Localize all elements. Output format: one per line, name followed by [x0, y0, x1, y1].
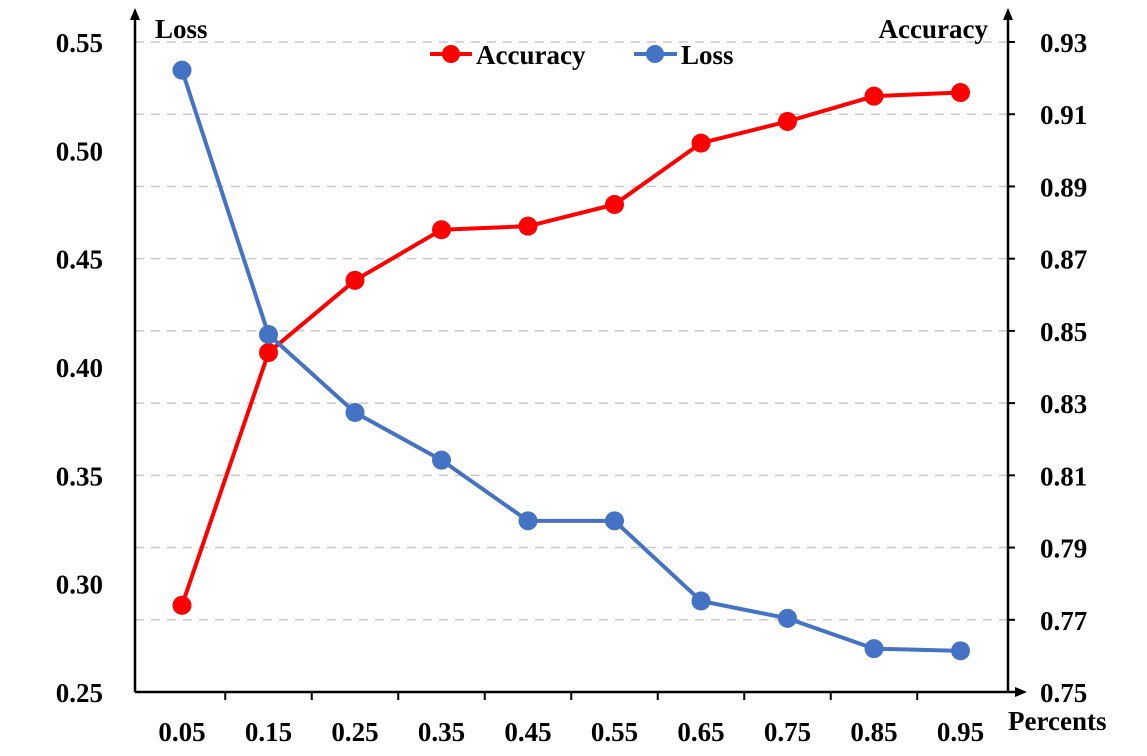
x-axis-title: Percents: [1008, 706, 1106, 736]
left-tick-label: 0.50: [56, 136, 103, 166]
right-tick-label: 0.83: [1040, 389, 1087, 419]
x-axis-arrow: [1015, 687, 1027, 697]
loss-data-point: [951, 641, 970, 661]
right-tick-label: 0.81: [1040, 461, 1087, 491]
loss-data-point: [864, 639, 884, 659]
right-tick-label: 0.79: [1040, 534, 1087, 564]
x-tick-label: 0.55: [591, 717, 638, 747]
x-tick-label: 0.45: [504, 717, 551, 747]
x-tick-label: 0.75: [764, 717, 811, 747]
loss-data-point: [691, 591, 711, 611]
accuracy-series-line: [180, 90, 961, 606]
grid-lines: [135, 41, 1008, 621]
accuracy-data-point: [778, 111, 797, 131]
x-axis-tick-labels: 0.05 0.15 0.25 0.35 0.45 0.55 0.65 0.75 0.85 0.95: [158, 692, 984, 747]
accuracy-data-point: [951, 83, 970, 103]
left-tick-label: 0.55: [56, 28, 103, 58]
accuracy-data-point: [691, 133, 711, 153]
x-tick-label: 0.15: [245, 717, 292, 747]
accuracy-data-point: [172, 595, 192, 615]
axes: [130, 8, 1027, 697]
loss-data-point: [778, 608, 797, 628]
loss-data-point: [432, 450, 451, 470]
left-tick-label: 0.40: [56, 353, 103, 383]
legend-accuracy-marker: [442, 45, 460, 63]
x-tick-label: 0.85: [850, 717, 897, 747]
legend-loss-marker: [646, 45, 664, 63]
loss-data-point: [518, 511, 538, 531]
left-tick-label: 0.35: [56, 461, 103, 491]
legend-loss-label: Loss: [681, 40, 734, 70]
x-tick-label: 0.05: [158, 717, 205, 747]
loss-series-line: [180, 69, 961, 653]
accuracy-data-point: [345, 270, 365, 290]
x-tick-label: 0.35: [418, 717, 465, 747]
left-tick-label: 0.45: [56, 245, 103, 275]
left-axis-title: Loss: [155, 14, 208, 44]
loss-data-point: [259, 325, 278, 344]
right-axis-title: Accuracy: [879, 14, 989, 44]
accuracy-data-point: [864, 86, 884, 106]
loss-data-point: [605, 511, 624, 531]
left-tick-label: 0.25: [56, 678, 103, 708]
right-tick-label: 0.75: [1040, 678, 1087, 708]
left-axis-tick-labels: 0.25 0.30 0.35 0.40 0.45 0.50 0.55: [56, 28, 103, 708]
x-tick-label: 0.95: [937, 717, 984, 747]
accuracy-data-point: [518, 216, 538, 236]
right-tick-label: 0.85: [1040, 317, 1087, 347]
legend-accuracy-label: Accuracy: [476, 40, 586, 70]
right-axis-tick-labels: 0.75 0.77 0.79 0.81 0.83 0.85 0.87 0.89 0.91 0.93: [1008, 28, 1087, 708]
legend-item-loss: Loss: [634, 40, 734, 70]
right-tick-label: 0.89: [1040, 172, 1087, 202]
loss-data-point: [172, 60, 192, 80]
left-y-axis-arrow: [130, 8, 140, 20]
right-y-axis-arrow: [1003, 8, 1013, 20]
loss-data-point: [345, 403, 365, 422]
accuracy-data-point: [432, 220, 451, 240]
accuracy-data-point: [605, 195, 624, 214]
accuracy-data-point: [259, 343, 278, 363]
right-tick-label: 0.91: [1040, 100, 1087, 130]
legend: Accuracy Loss: [430, 40, 734, 70]
left-tick-label: 0.30: [56, 570, 103, 600]
x-tick-label: 0.25: [331, 717, 378, 747]
x-tick-label: 0.65: [677, 717, 724, 747]
right-tick-label: 0.87: [1040, 245, 1087, 275]
right-tick-label: 0.77: [1040, 606, 1087, 636]
legend-item-accuracy: Accuracy: [430, 40, 586, 70]
right-tick-label: 0.93: [1040, 28, 1087, 58]
series: [172, 60, 970, 661]
